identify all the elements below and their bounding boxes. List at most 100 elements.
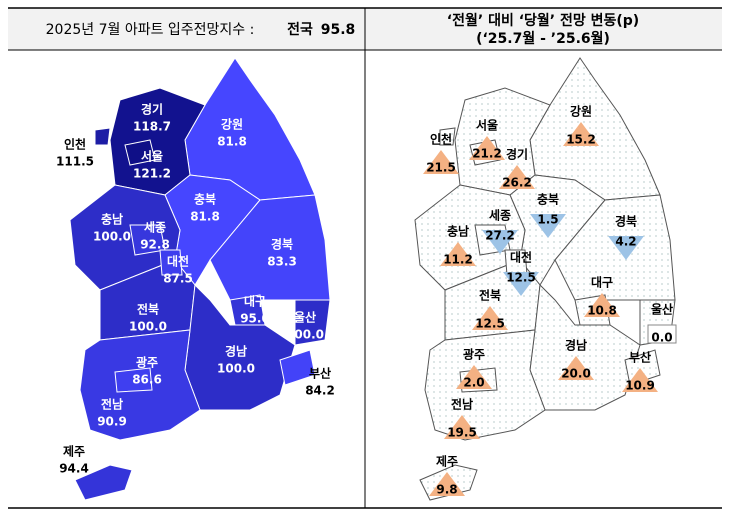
region-value: 100.0 xyxy=(217,362,255,376)
national-value: 95.8 xyxy=(321,22,356,38)
region-name: 강원 xyxy=(221,118,243,132)
region-outline xyxy=(624,349,661,386)
region-value: 100.0 xyxy=(129,320,167,334)
change-value: 26.2 xyxy=(502,176,532,190)
change-value: 1.5 xyxy=(537,213,558,227)
region-name: 충남 xyxy=(447,224,469,239)
change-value: 20.0 xyxy=(561,367,591,381)
change-marker xyxy=(563,122,599,146)
region-value: 92.8 xyxy=(140,238,170,252)
change-value: 4.2 xyxy=(615,235,636,249)
region-name: 충북 xyxy=(537,192,559,207)
region-value: 86.6 xyxy=(132,373,162,387)
region-name: 인천 xyxy=(430,132,452,147)
change-marker xyxy=(456,365,492,389)
region-value: 121.2 xyxy=(133,167,171,181)
change-marker xyxy=(503,272,539,296)
change-value: 10.8 xyxy=(587,304,617,318)
national-label: 전국 xyxy=(287,21,313,38)
change-marker xyxy=(499,165,535,189)
region-name: 제주 xyxy=(63,445,85,459)
region-value: 95.0 xyxy=(240,312,270,326)
region-name: 광주 xyxy=(463,347,485,362)
region-name: 부산 xyxy=(309,366,331,381)
region-name: 대전 xyxy=(167,254,189,269)
region-name: 세종 xyxy=(489,208,511,223)
change-value: 2.0 xyxy=(463,376,484,390)
change-marker xyxy=(482,230,518,254)
change-value: 9.8 xyxy=(436,483,457,497)
right-title: ‘전월’ 대비 ‘당월’ 전망 변동(p) xyxy=(447,12,639,29)
region-name: 울산 xyxy=(651,302,673,317)
region-name: 대구 xyxy=(591,276,613,290)
region-name: 서울 xyxy=(141,149,163,164)
region-name: 경기 xyxy=(141,102,163,117)
change-value: 12.5 xyxy=(506,271,536,285)
region-name: 전북 xyxy=(137,302,159,317)
region-name: 경북 xyxy=(615,215,637,229)
change-value: 11.2 xyxy=(443,253,473,267)
region-value: 87.5 xyxy=(163,272,193,286)
region xyxy=(159,249,183,276)
change-value: 21.2 xyxy=(472,147,502,161)
region xyxy=(294,299,331,346)
region xyxy=(229,294,266,326)
region-name: 세종 xyxy=(144,220,166,235)
region-name: 충북 xyxy=(194,192,216,207)
region-name: 대구 xyxy=(244,295,266,309)
region-value: 81.8 xyxy=(217,135,247,149)
region-name: 전북 xyxy=(479,288,501,303)
region-value: 100.0 xyxy=(286,328,324,342)
region-name: 전남 xyxy=(101,397,123,412)
region xyxy=(74,464,133,501)
region-name: 울산 xyxy=(294,310,316,325)
region-name: 경기 xyxy=(506,147,528,162)
change-marker xyxy=(622,368,658,392)
change-marker xyxy=(469,136,505,160)
change-value: 27.2 xyxy=(485,229,515,243)
change-marker xyxy=(429,472,465,496)
region-name: 경북 xyxy=(271,238,293,252)
region-name: 경남 xyxy=(225,344,247,359)
region-name: 부산 xyxy=(629,350,651,365)
region-outline xyxy=(439,127,456,146)
left-title: 2025년 7월 아파트 입주전망지수 : xyxy=(46,22,255,38)
region-name: 강원 xyxy=(570,105,592,119)
change-marker xyxy=(440,242,476,266)
region xyxy=(114,367,153,393)
change-marker xyxy=(584,293,620,317)
region-name: 제주 xyxy=(436,455,458,469)
region-value: 94.4 xyxy=(59,462,89,476)
region xyxy=(124,139,156,166)
change-marker xyxy=(423,150,459,174)
region-value: 83.3 xyxy=(267,255,297,269)
region-name: 대전 xyxy=(510,250,532,265)
region-name: 광주 xyxy=(136,355,158,370)
region-value: 90.9 xyxy=(97,415,127,429)
change-value: 15.2 xyxy=(566,133,596,147)
region-value: 111.5 xyxy=(56,155,94,169)
region-name: 충남 xyxy=(101,212,123,227)
right-period: (‘25.7월 - ’25.6월) xyxy=(476,30,610,47)
change-value: 21.5 xyxy=(426,161,456,175)
region-name: 서울 xyxy=(476,118,498,133)
region xyxy=(94,127,111,146)
region-value: 84.2 xyxy=(305,384,335,398)
change-marker xyxy=(472,306,508,330)
change-value: 12.5 xyxy=(475,317,505,331)
region-value: 118.7 xyxy=(133,120,171,134)
change-value: 10.9 xyxy=(625,379,655,393)
region-name: 전남 xyxy=(451,397,473,412)
change-marker xyxy=(558,356,594,380)
region-value: 100.0 xyxy=(93,230,131,244)
change-marker xyxy=(608,236,644,260)
change-marker xyxy=(444,415,480,439)
change-marker xyxy=(530,214,566,238)
change-marker xyxy=(647,324,677,344)
change-value: 19.5 xyxy=(447,426,477,440)
region-value: 81.8 xyxy=(190,210,220,224)
region-name: 경남 xyxy=(565,338,587,353)
region xyxy=(279,349,316,386)
